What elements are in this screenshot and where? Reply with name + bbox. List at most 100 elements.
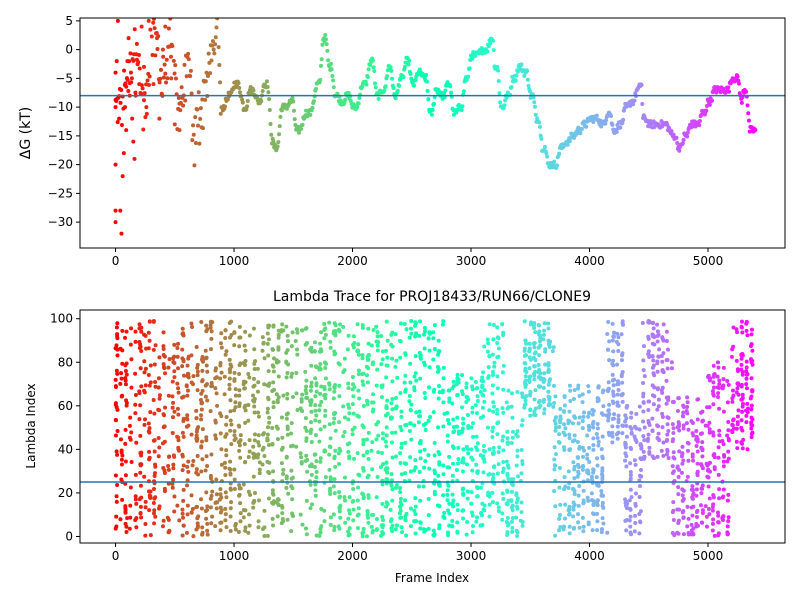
bottom-data-point [497,445,502,450]
bottom-data-point [138,511,143,516]
bottom-data-point [266,353,271,358]
top-data-point [195,107,200,112]
top-data-point [412,83,417,88]
bottom-data-point [676,520,681,525]
bottom-data-point [200,525,205,530]
bottom-data-point [465,412,470,417]
bottom-data-point [289,421,294,426]
bottom-data-point [361,496,366,501]
top-data-point [328,61,333,66]
bottom-data-point [716,391,721,396]
top-data-point [470,56,475,61]
bottom-data-point [328,339,333,344]
bottom-data-point [275,426,280,431]
bottom-data-point [123,459,128,464]
bottom-data-point [721,442,726,447]
bottom-data-point [195,388,200,393]
top-data-point [443,88,448,93]
bottom-data-point [596,398,601,403]
bottom-data-point [612,412,617,417]
bottom-data-point [133,411,138,416]
top-data-point [745,103,750,108]
bottom-data-point [274,392,279,397]
top-data-point [131,58,136,63]
top-data-point [144,105,149,110]
bottom-data-point [505,488,510,493]
top-data-point [382,88,387,93]
bottom-data-point [180,395,185,400]
bottom-data-point [620,431,625,436]
bottom-data-point [461,447,466,452]
bottom-data-point [374,517,379,522]
bottom-data-point [620,399,625,404]
bottom-data-point [616,379,621,384]
bottom-data-point [735,330,740,335]
bottom-data-point [427,365,432,370]
bottom-data-point [413,465,418,470]
bottom-data-point [205,327,210,332]
bottom-data-point [509,441,514,446]
bottom-data-point [189,493,194,498]
bottom-data-point [417,414,422,419]
bottom-data-point [204,435,209,440]
bottom-data-point [650,454,655,459]
top-data-point [389,68,394,73]
bottom-data-point [441,463,446,468]
bottom-data-point [638,443,643,448]
bottom-data-point [390,356,395,361]
bottom-data-point [361,453,366,458]
bottom-data-point [717,406,722,411]
bottom-data-point [412,374,417,379]
bottom-data-point [547,397,552,402]
bottom-data-point [505,516,510,521]
bottom-data-point [398,321,403,326]
bottom-data-point [232,377,237,382]
bottom-data-point [227,367,232,372]
bottom-data-point [500,406,505,411]
bottom-data-point [464,381,469,386]
bottom-data-point [229,319,234,324]
top-data-point [172,122,177,127]
bottom-data-point [664,452,669,457]
bottom-data-point [252,367,257,372]
top-data-point [165,76,170,81]
bottom-data-point [312,340,317,345]
bottom-data-point [694,514,699,519]
bottom-data-point [418,376,423,381]
bottom-data-point [491,337,496,342]
bottom-data-point [589,477,594,482]
bottom-data-point [426,418,431,423]
bottom-data-point [156,436,161,441]
bottom-data-point [370,362,375,367]
bottom-data-point [260,348,265,353]
bottom-data-point [238,433,243,438]
bottom-data-point [366,430,371,435]
bottom-data-point [214,391,219,396]
bottom-data-point [532,371,537,376]
top-data-point [120,174,125,179]
bottom-data-point [114,499,119,504]
bottom-data-point [322,424,327,429]
bottom-data-point [606,418,611,423]
bottom-data-point [409,437,414,442]
bottom-data-point [242,386,247,391]
bottom-data-point [586,498,591,503]
bottom-data-point [312,348,317,353]
bottom-data-point [184,530,189,535]
bottom-data-point [407,394,412,399]
bottom-data-point [148,410,153,415]
bottom-data-point [403,440,408,445]
bottom-data-point [664,378,669,383]
top-data-point [618,125,623,130]
bottom-data-point [214,492,219,497]
bottom-data-point [591,419,596,424]
bottom-data-point [246,371,251,376]
bottom-data-point [338,322,343,327]
bottom-data-point [700,486,705,491]
bottom-data-point [137,390,142,395]
top-data-point [218,111,223,116]
bottom-data-point [466,424,471,429]
bottom-data-point [562,445,567,450]
bottom-data-point [223,490,228,495]
bottom-data-point [432,323,437,328]
